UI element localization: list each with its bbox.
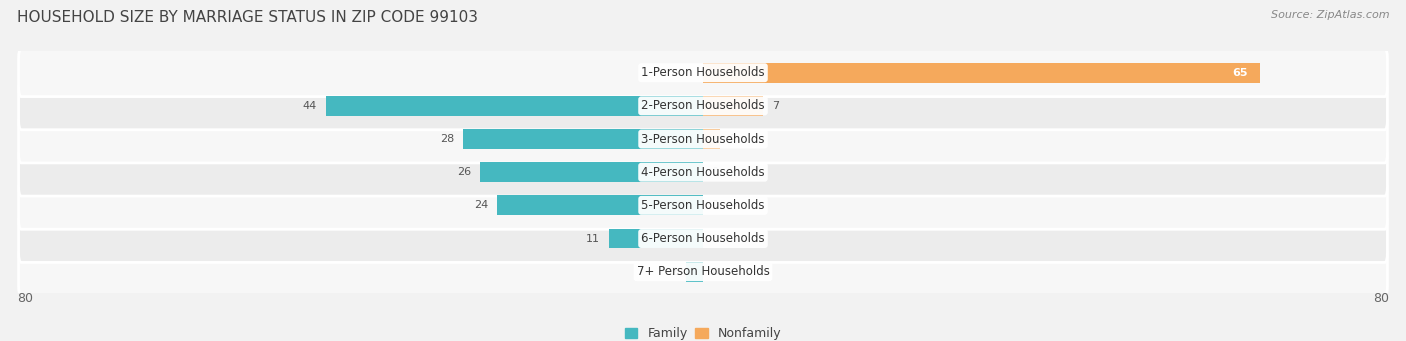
Text: 5-Person Households: 5-Person Households: [641, 199, 765, 212]
FancyBboxPatch shape: [18, 181, 1388, 229]
Text: 4-Person Households: 4-Person Households: [641, 166, 765, 179]
FancyBboxPatch shape: [18, 115, 1388, 163]
Text: 0: 0: [711, 234, 718, 243]
Text: 7+ Person Households: 7+ Person Households: [637, 265, 769, 278]
FancyBboxPatch shape: [18, 214, 1388, 263]
Text: 3-Person Households: 3-Person Households: [641, 133, 765, 146]
Text: 0: 0: [711, 201, 718, 210]
Text: 1-Person Households: 1-Person Households: [641, 66, 765, 79]
Text: 80: 80: [1374, 292, 1389, 305]
Text: HOUSEHOLD SIZE BY MARRIAGE STATUS IN ZIP CODE 99103: HOUSEHOLD SIZE BY MARRIAGE STATUS IN ZIP…: [17, 10, 478, 25]
Text: 2-Person Households: 2-Person Households: [641, 99, 765, 113]
Bar: [609, 228, 703, 249]
Bar: [463, 129, 703, 149]
Text: 28: 28: [440, 134, 454, 144]
Text: 24: 24: [474, 201, 489, 210]
Bar: [703, 129, 720, 149]
Text: 65: 65: [1232, 68, 1247, 78]
FancyBboxPatch shape: [18, 248, 1388, 296]
Bar: [479, 162, 703, 182]
Text: 26: 26: [457, 167, 471, 177]
Bar: [326, 96, 703, 116]
Text: 0: 0: [711, 167, 718, 177]
Text: 11: 11: [586, 234, 600, 243]
FancyBboxPatch shape: [18, 82, 1388, 130]
Bar: [686, 262, 703, 282]
Text: 80: 80: [17, 292, 32, 305]
Bar: [703, 96, 763, 116]
Text: Source: ZipAtlas.com: Source: ZipAtlas.com: [1271, 10, 1389, 20]
Text: 6-Person Households: 6-Person Households: [641, 232, 765, 245]
Bar: [703, 63, 1260, 83]
Text: 0: 0: [711, 267, 718, 277]
Legend: Family, Nonfamily: Family, Nonfamily: [624, 327, 782, 340]
Text: 2: 2: [671, 267, 678, 277]
Text: 7: 7: [772, 101, 779, 111]
FancyBboxPatch shape: [18, 148, 1388, 196]
Text: 44: 44: [302, 101, 316, 111]
Bar: [498, 195, 703, 215]
FancyBboxPatch shape: [18, 49, 1388, 97]
Text: 2: 2: [728, 134, 735, 144]
